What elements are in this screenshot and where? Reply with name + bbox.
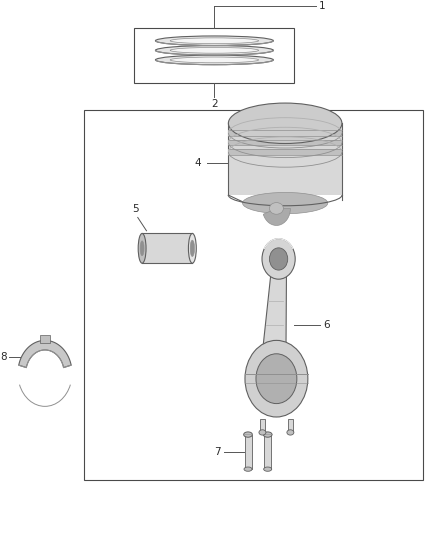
Ellipse shape bbox=[244, 467, 252, 471]
Ellipse shape bbox=[188, 233, 196, 263]
Ellipse shape bbox=[190, 240, 194, 256]
Ellipse shape bbox=[287, 430, 294, 435]
Polygon shape bbox=[263, 275, 286, 344]
Ellipse shape bbox=[170, 57, 258, 63]
Text: 7: 7 bbox=[214, 447, 221, 457]
Text: 2: 2 bbox=[211, 99, 218, 109]
Bar bbox=[228, 123, 342, 195]
Bar bbox=[288, 419, 293, 432]
Ellipse shape bbox=[228, 103, 342, 143]
Bar bbox=[40, 335, 50, 343]
Bar bbox=[244, 434, 251, 469]
Bar bbox=[142, 233, 192, 263]
Bar bbox=[228, 140, 342, 145]
Circle shape bbox=[269, 248, 288, 270]
Polygon shape bbox=[19, 341, 71, 368]
Bar bbox=[260, 419, 265, 432]
Ellipse shape bbox=[263, 432, 272, 437]
Ellipse shape bbox=[155, 45, 273, 55]
Wedge shape bbox=[263, 208, 290, 225]
Circle shape bbox=[256, 354, 297, 403]
Ellipse shape bbox=[269, 203, 283, 214]
Ellipse shape bbox=[170, 47, 258, 53]
Text: 8: 8 bbox=[0, 352, 7, 362]
Ellipse shape bbox=[243, 192, 328, 214]
Ellipse shape bbox=[264, 467, 272, 471]
Bar bbox=[228, 130, 342, 135]
Bar bbox=[228, 149, 342, 155]
Circle shape bbox=[262, 239, 295, 279]
Text: 1: 1 bbox=[319, 1, 325, 11]
Ellipse shape bbox=[155, 36, 273, 45]
Ellipse shape bbox=[244, 432, 252, 437]
Text: 4: 4 bbox=[194, 158, 201, 168]
Text: 5: 5 bbox=[132, 205, 139, 214]
Ellipse shape bbox=[170, 38, 258, 44]
Bar bbox=[84, 110, 423, 480]
Bar bbox=[264, 434, 271, 469]
Ellipse shape bbox=[140, 241, 144, 256]
Ellipse shape bbox=[155, 55, 273, 64]
Ellipse shape bbox=[138, 233, 146, 263]
Bar bbox=[134, 28, 294, 83]
Text: 6: 6 bbox=[323, 320, 330, 330]
Circle shape bbox=[245, 341, 308, 417]
Ellipse shape bbox=[259, 430, 266, 435]
